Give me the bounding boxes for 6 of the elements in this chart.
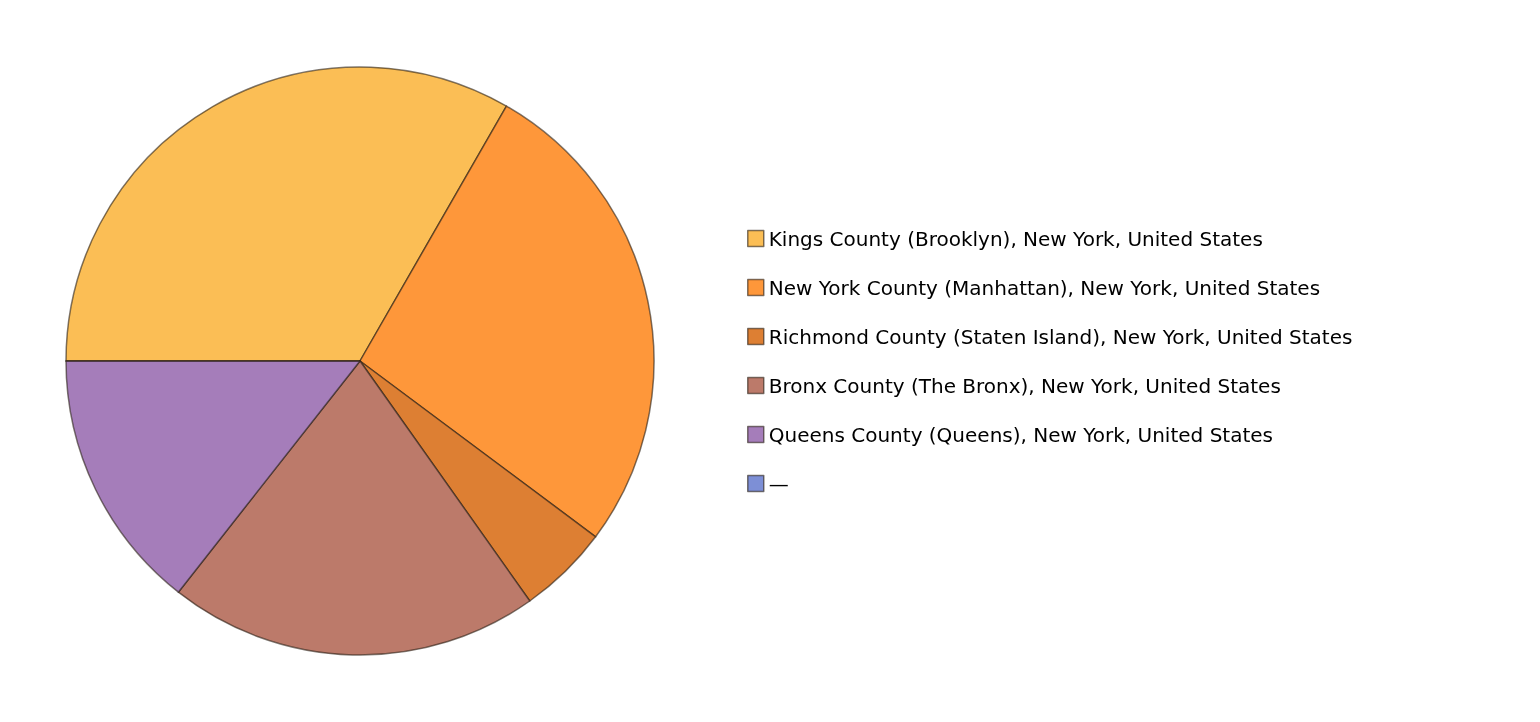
legend-label: — xyxy=(768,471,789,496)
legend-label: Richmond County (Staten Island), New York, United States xyxy=(768,324,1353,349)
legend-label: Bronx County (The Bronx), New York, United States xyxy=(768,373,1281,398)
legend-label: New York County (Manhattan), New York, United States xyxy=(768,275,1321,300)
legend-label: Kings County (Brooklyn), New York, United States xyxy=(768,226,1263,251)
legend-label: Queens County (Queens), New York, United States xyxy=(768,422,1273,447)
